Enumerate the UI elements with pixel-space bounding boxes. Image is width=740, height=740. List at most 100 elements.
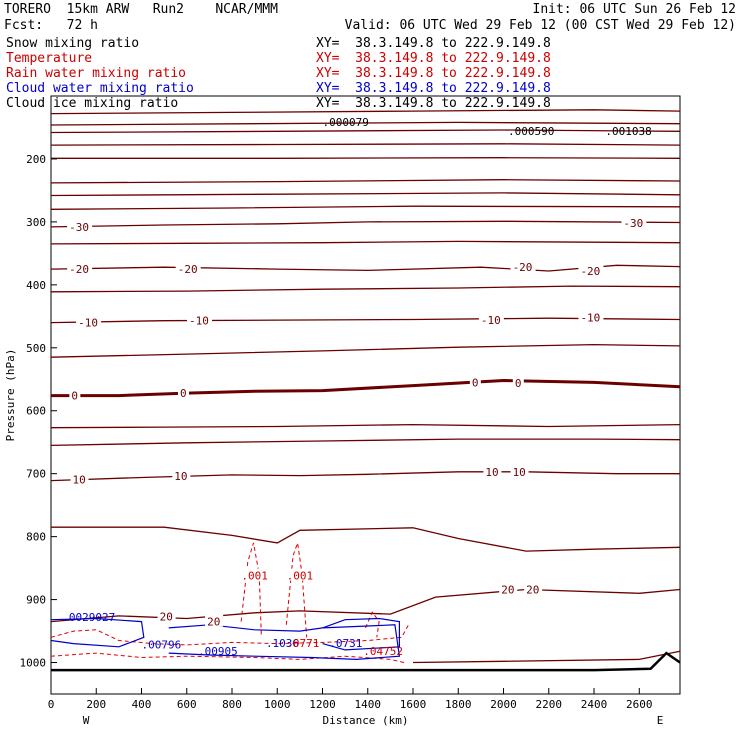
temperature-label: 20 — [526, 584, 539, 597]
temperature-label: 20 — [207, 616, 220, 629]
y-axis-label: Pressure (hPa) — [4, 349, 17, 442]
temperature-label: 0 — [515, 377, 522, 390]
temperature-label-bg — [510, 464, 529, 477]
temperature-contour — [50, 129, 681, 134]
temperature-contour — [50, 423, 681, 429]
temperature-label: -10 — [189, 315, 209, 328]
field-label: Cloud ice mixing ratio — [6, 96, 179, 111]
y-tick-label: 200 — [26, 153, 46, 166]
x-tick-label: 2600 — [626, 698, 653, 711]
temperature-contour — [50, 179, 681, 184]
temperature-label: -20 — [513, 261, 533, 274]
temperature-label-bg — [67, 219, 93, 232]
temperature-label-bg — [76, 315, 102, 328]
forecast-hour: Fcst: 72 h — [4, 18, 98, 33]
max-value-label: .000079 — [323, 116, 369, 129]
temperature-contour — [50, 240, 681, 245]
max-value-label: .00796 — [142, 639, 182, 652]
temperature-label: -10 — [580, 312, 600, 325]
x-tick-label: 0 — [48, 698, 55, 711]
temperature-label: -10 — [78, 317, 98, 330]
temperature-label: -30 — [623, 217, 643, 230]
temperature-label-bg — [70, 472, 89, 485]
temperature-label-bg — [172, 469, 191, 482]
temperature-label: -10 — [481, 314, 501, 327]
temperature-label-bg — [621, 216, 647, 229]
field-label: Cloud water mixing ratio — [6, 81, 194, 96]
x-tick-label: 200 — [86, 698, 106, 711]
temperature-label-bg — [524, 582, 543, 595]
y-tick-label: 1000 — [20, 657, 47, 670]
x-tick-label: 1200 — [309, 698, 336, 711]
cloud-water-contour — [168, 624, 401, 661]
field-xy: XY= 38.3.149.8 to 222.9.149.8 — [316, 36, 551, 51]
y-tick-label: 400 — [26, 279, 46, 292]
x-tick-label: 1000 — [264, 698, 291, 711]
field-xy: XY= 38.3.149.8 to 222.9.149.8 — [316, 66, 551, 81]
temperature-label: 10 — [485, 466, 498, 479]
y-tick-label: 600 — [26, 405, 46, 418]
field-xy: XY= 38.3.149.8 to 222.9.149.8 — [316, 51, 551, 66]
temperature-contour — [50, 285, 681, 293]
temperature-contour — [50, 205, 681, 210]
rain-water-contour — [365, 611, 380, 638]
max-value-label: .001038 — [605, 125, 651, 138]
temperature-label-bg — [175, 262, 201, 275]
field-label: Temperature — [6, 51, 93, 66]
temperature-label: -30 — [69, 221, 89, 234]
max-value-label: .0771 — [286, 637, 319, 650]
temperature-contour — [50, 220, 681, 228]
field-xy: XY= 38.3.149.8 to 222.9.149.8 — [316, 96, 551, 111]
x-tick-label: 2400 — [581, 698, 608, 711]
x-tick-label: 2000 — [490, 698, 517, 711]
x-tick-label: 1600 — [400, 698, 427, 711]
rain-label-bg — [285, 568, 316, 581]
temperature-label: 10 — [72, 473, 85, 486]
y-tick-label: 300 — [26, 216, 46, 229]
x-end-label-west: W — [83, 714, 90, 727]
temperature-label: 0 — [71, 390, 78, 403]
temperature-label: 0 — [180, 387, 187, 400]
temperature-contour — [50, 143, 681, 146]
temperature-label-bg — [67, 262, 93, 275]
temperature-label-bg — [578, 310, 604, 323]
temperature-contour — [50, 588, 681, 623]
temperature-contour — [50, 192, 681, 197]
temperature-label: 20 — [501, 584, 514, 597]
x-tick-label: 600 — [177, 698, 197, 711]
temperature-label-bg — [512, 376, 524, 389]
temperature-contour — [51, 157, 681, 159]
temperature-label: 20 — [160, 611, 173, 624]
temperature-label: -20 — [69, 263, 89, 276]
x-tick-label: 400 — [132, 698, 152, 711]
max-value-label: .0029027 — [62, 611, 115, 624]
temperature-contour — [50, 343, 681, 358]
temperature-contour — [50, 317, 681, 324]
rain-water-label: .001 — [241, 570, 267, 583]
terrain-line — [51, 651, 681, 672]
x-end-label-east: E — [657, 714, 664, 727]
field-label: Rain water mixing ratio — [6, 66, 187, 81]
temperature-label-bg — [578, 263, 604, 276]
rain-water-contour — [240, 542, 262, 638]
temperature-label-bg — [510, 260, 536, 273]
temperature-label-bg — [469, 375, 481, 388]
temperature-label-bg — [205, 614, 224, 627]
init-time: Init: 06 UTC Sun 26 Feb 12 — [532, 2, 737, 17]
cloud-water-contour — [50, 617, 145, 648]
temperature-label: 10 — [513, 466, 526, 479]
x-tick-label: 1800 — [445, 698, 472, 711]
temperature-contour — [412, 650, 681, 664]
rain-label-bg — [240, 568, 271, 581]
y-tick-label: 500 — [26, 342, 46, 355]
temperature-contour — [50, 471, 680, 482]
model-run-title: TORERO 15km ARW Run2 NCAR/MMM — [4, 2, 278, 17]
temperature-label-bg — [478, 313, 504, 326]
x-axis-label: Distance (km) — [322, 714, 408, 727]
temperature-contour — [50, 121, 681, 126]
max-value-label: .00905 — [198, 645, 238, 658]
temperature-contour — [51, 378, 681, 398]
cloud-water-contour — [322, 617, 400, 651]
temperature-label-bg — [177, 386, 189, 399]
